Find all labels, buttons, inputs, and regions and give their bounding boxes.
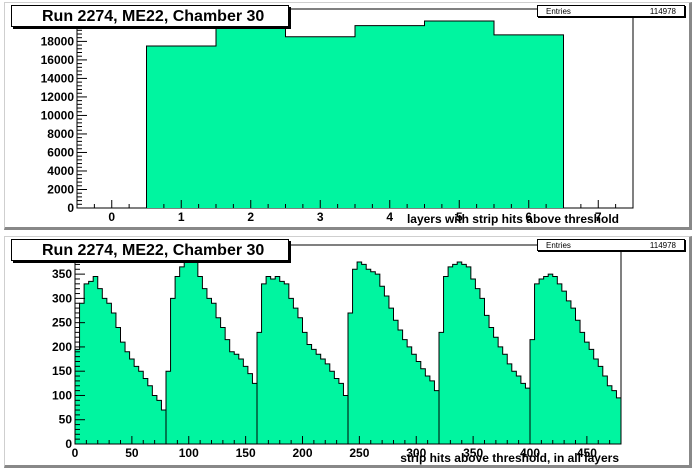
y-tick-label: 350: [52, 267, 72, 281]
hist-segment: [165, 254, 258, 445]
x-axis-title: layers with strip hits above threshold: [407, 212, 619, 226]
x-tick-label: 400: [520, 446, 540, 460]
x-tick-label: 200: [292, 446, 312, 460]
bar: [285, 36, 355, 208]
y-tick-label: 300: [52, 291, 72, 305]
x-tick-label: 2: [247, 210, 254, 224]
top-histogram-panel: 0 2000 4000 6000 8000 10000 12000 14000 16000 180…: [4, 2, 692, 230]
y-tick-label: 250: [52, 316, 72, 330]
top-stats-entries-value: 114978: [649, 7, 676, 16]
x-tick-label: 0: [72, 446, 79, 460]
bottom-stats-entries-label: Entries: [546, 241, 571, 250]
hist-segment: [347, 261, 440, 445]
x-tick-label: 250: [349, 446, 369, 460]
bottom-stats-entries-value: 114978: [649, 241, 676, 250]
x-tick-label: 300: [406, 446, 426, 460]
y-tick-label: 50: [59, 413, 73, 427]
y-tick-label: 150: [52, 364, 72, 378]
y-tick-label: 10000: [41, 108, 75, 122]
x-axis-title: strip hits above threshold, in all layer…: [400, 451, 619, 465]
x-tick-label: 7: [595, 210, 602, 224]
top-histogram-title: Run 2274, ME22, Chamber 30: [11, 5, 289, 27]
bottom-histogram-panel: 0 50 100 150 200 250 300 350 400 0 50 100 150 200 250 3…: [4, 236, 692, 468]
top-stats-entries-label: Entries: [546, 7, 571, 16]
y-tick-label: 4000: [47, 164, 74, 178]
bar: [146, 46, 216, 208]
x-tick-label: 5: [456, 210, 463, 224]
bar-outline: [146, 20, 564, 208]
x-tick-label: 6: [525, 210, 532, 224]
bottom-histogram-title: Run 2274, ME22, Chamber 30: [11, 239, 289, 261]
x-tick-label: 4: [386, 210, 393, 224]
x-tick-label: 450: [577, 446, 597, 460]
x-tick-label: 3: [317, 210, 324, 224]
bar: [216, 22, 286, 208]
hist-segment: [438, 261, 531, 445]
y-tick-label: 0: [67, 201, 74, 215]
hist-segment: [529, 273, 622, 445]
x-tick-label: 150: [236, 446, 256, 460]
y-tick-label: 12000: [41, 90, 75, 104]
y-tick-label: 100: [52, 388, 72, 402]
y-tick-label: 0: [65, 437, 72, 451]
y-tick-label: 16000: [41, 53, 75, 67]
y-tick-label: 8000: [47, 127, 74, 141]
hist-segment: [74, 276, 167, 445]
y-tick-label: 200: [52, 340, 72, 354]
y-tick-label: 2000: [47, 182, 74, 196]
y-tick-label: 14000: [41, 71, 75, 85]
y-tick-label: 6000: [47, 145, 74, 159]
top-histogram-svg: 0 2000 4000 6000 8000 10000 12000 14000 16000 180…: [41, 8, 634, 226]
bar: [355, 25, 425, 209]
x-tick-label: 1: [178, 210, 185, 224]
hist-segment: [256, 276, 349, 445]
x-tick-label: 100: [179, 446, 199, 460]
y-tick-label: 18000: [41, 34, 75, 48]
bar: [424, 21, 494, 208]
bar: [494, 34, 564, 209]
x-tick-label: 50: [125, 446, 139, 460]
bottom-histogram-svg: 0 50 100 150 200 250 300 350 400 0 50 100 150 200 250 3…: [52, 243, 622, 465]
x-tick-label: 350: [463, 446, 483, 460]
bottom-histogram-stats-box: Entries 114978: [537, 239, 685, 251]
x-tick-label: 0: [108, 210, 115, 224]
top-histogram-stats-box: Entries 114978: [537, 5, 685, 17]
